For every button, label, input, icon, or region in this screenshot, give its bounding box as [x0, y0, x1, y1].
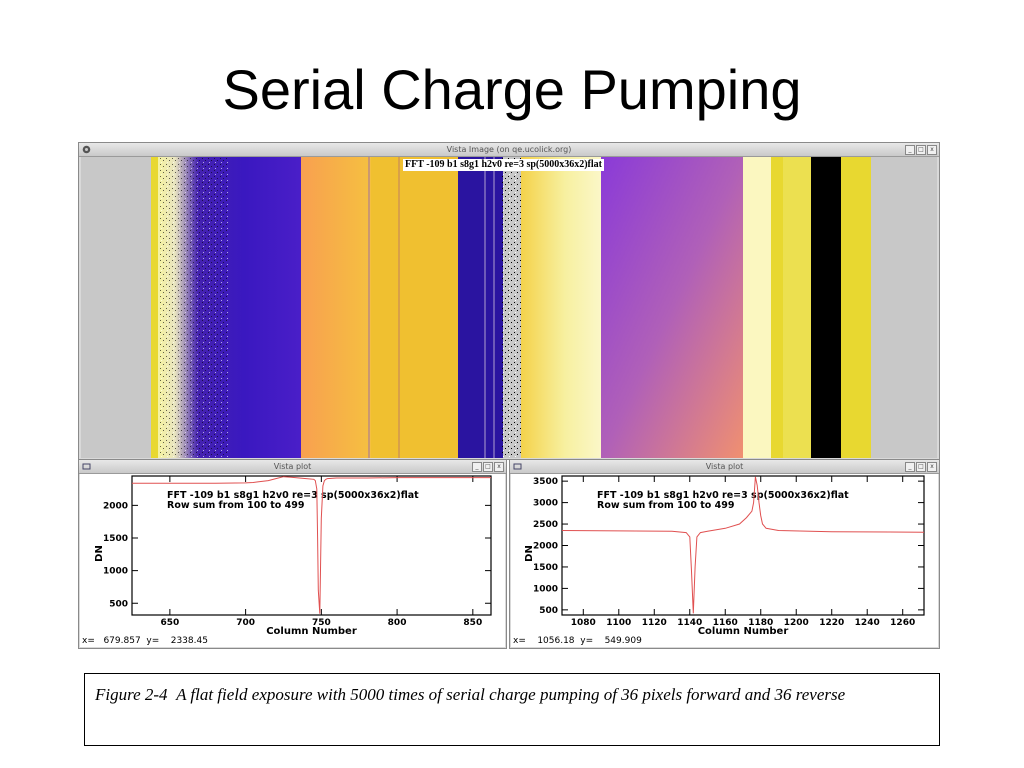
- plot-right-canvas[interactable]: 1080 1100 1120 1140 1160 1180 1200 1220 1240 1260…: [511, 474, 938, 647]
- plot-left-chart: 650 700 750 800 850 500 1000 1500 2000 Column Num…: [94, 475, 492, 637]
- x-tick-label: 1100: [606, 618, 631, 628]
- data-series-line: [561, 476, 925, 614]
- flat-field-image[interactable]: FFT -109 b1 s8g1 h2v0 re=3 sp(5000x36x2)…: [81, 157, 937, 458]
- x-tick-label: 1180: [748, 618, 773, 628]
- y-readout: 549.909: [604, 636, 642, 646]
- vista-plot-window-left: Vista plot _ □ x 650 700 750 800 850 500 1000 1…: [78, 459, 507, 649]
- maximize-button[interactable]: □: [916, 462, 926, 472]
- y-tick-label: 500: [539, 606, 558, 616]
- image-window-titlebar[interactable]: Vista Image (on qe.ucolick.org) _ □ x: [79, 143, 939, 157]
- x-tick-label: 850: [463, 618, 482, 628]
- y-tick-label: 2000: [533, 542, 558, 552]
- y-tick-label: 1000: [103, 567, 128, 577]
- y-tick-label: 500: [109, 599, 128, 609]
- y-axis-label: DN: [94, 545, 105, 562]
- x-readout: 679.857: [103, 636, 141, 646]
- x-tick-label: 650: [160, 618, 179, 628]
- y-tick-label: 3500: [533, 477, 558, 487]
- x-tick-label: 1120: [642, 618, 667, 628]
- plot-title-line: Row sum from 100 to 499: [597, 500, 734, 511]
- plot-title-line: FFT -109 b1 s8g1 h2v0 re=3 sp(5000x36x2)…: [167, 490, 419, 501]
- y-readout: 2338.45: [170, 636, 208, 646]
- maximize-button[interactable]: □: [483, 462, 493, 472]
- x-tick-label: 1260: [890, 618, 915, 628]
- plot-left-canvas[interactable]: 650 700 750 800 850 500 1000 1500 2000 Column Num…: [80, 474, 505, 647]
- cursor-readout: x= 1056.18 y= 549.909: [513, 636, 642, 646]
- figure-caption-text: A flat field exposure with 5000 times of…: [176, 685, 846, 704]
- x-axis-label: Column Number: [698, 626, 789, 637]
- x-tick-label: 800: [388, 618, 407, 628]
- slide-title: Serial Charge Pumping: [222, 58, 802, 121]
- plot-frame: [131, 475, 492, 616]
- x-axis-label: Column Number: [266, 626, 357, 637]
- plot-left-title: Vista plot: [273, 462, 312, 471]
- window-menu-icon[interactable]: [82, 145, 91, 154]
- x-tick-label: 700: [236, 618, 255, 628]
- y-tick-label: 2500: [533, 520, 558, 530]
- close-button[interactable]: x: [927, 462, 937, 472]
- y-tick-label: 1000: [533, 584, 558, 594]
- x-tick-label: 1080: [571, 618, 596, 628]
- image-overlay-label: FFT -109 b1 s8g1 h2v0 re=3 sp(5000x36x2)…: [403, 159, 604, 171]
- vista-plot-window-right: Vista plot _ □ x 1080 1100 1120 1140 1160 118…: [509, 459, 940, 649]
- plot-right-title: Vista plot: [705, 462, 744, 471]
- close-button[interactable]: x: [927, 145, 937, 155]
- figure-label: Figure 2-4: [95, 685, 168, 704]
- plot-right-titlebar[interactable]: Vista plot _ □ x: [510, 460, 939, 474]
- y-tick-label: 3000: [533, 499, 558, 509]
- x-tick-label: 1220: [819, 618, 844, 628]
- x-readout: 1056.18: [537, 636, 575, 646]
- image-window-title: Vista Image (on qe.ucolick.org): [446, 145, 572, 154]
- plot-left-titlebar[interactable]: Vista plot _ □ x: [79, 460, 506, 474]
- data-series-line: [132, 476, 491, 614]
- minimize-button[interactable]: _: [472, 462, 482, 472]
- y-axis-label: DN: [524, 545, 535, 562]
- cursor-readout: x= 679.857 y= 2338.45: [82, 636, 208, 646]
- plot-title-line: FFT -109 b1 s8g1 h2v0 re=3 sp(5000x36x2)…: [597, 490, 849, 501]
- minimize-button[interactable]: _: [905, 145, 915, 155]
- close-button[interactable]: x: [494, 462, 504, 472]
- plot-right-chart: 1080 1100 1120 1140 1160 1180 1200 1220 1240 1260…: [524, 475, 925, 637]
- window-menu-icon[interactable]: [82, 462, 91, 471]
- y-tick-label: 2000: [103, 501, 128, 511]
- y-tick-label: 1500: [103, 534, 128, 544]
- x-tick-label: 1200: [784, 618, 809, 628]
- x-tick-label: 750: [312, 618, 331, 628]
- x-tick-label: 1240: [855, 618, 880, 628]
- window-menu-icon[interactable]: [513, 462, 522, 471]
- x-tick-label: 1160: [713, 618, 738, 628]
- plot-title-line: Row sum from 100 to 499: [167, 500, 304, 511]
- x-tick-label: 1140: [677, 618, 702, 628]
- flat-field-image-render: [81, 157, 937, 458]
- maximize-button[interactable]: □: [916, 145, 926, 155]
- figure-caption: Figure 2-4 A flat field exposure with 50…: [84, 673, 940, 746]
- vista-image-window: Vista Image (on qe.ucolick.org) _ □ x: [78, 142, 940, 460]
- y-tick-label: 1500: [533, 563, 558, 573]
- minimize-button[interactable]: _: [905, 462, 915, 472]
